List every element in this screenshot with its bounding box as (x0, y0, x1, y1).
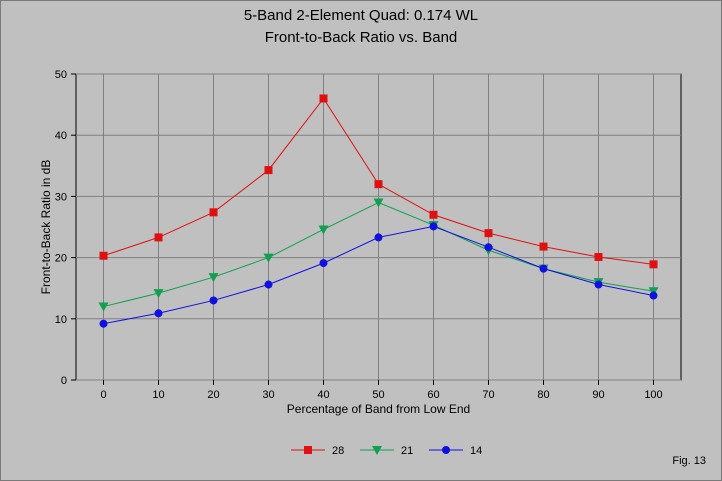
x-tick-label: 10 (152, 389, 164, 401)
x-tick-label: 50 (372, 389, 384, 401)
legend-label: 28 (332, 445, 344, 457)
data-point-28 (594, 252, 603, 261)
data-point-28 (429, 210, 438, 219)
data-point-21 (318, 225, 329, 235)
x-tick-label: 70 (482, 389, 494, 401)
y-tick-label: 30 (55, 191, 67, 203)
data-point-28 (209, 208, 218, 217)
data-point-14 (209, 296, 218, 305)
legend-marker-28 (304, 446, 312, 454)
data-point-28 (319, 94, 328, 103)
data-point-14 (429, 222, 438, 231)
x-tick-label: 90 (592, 389, 604, 401)
x-tick-label: 80 (537, 389, 549, 401)
x-axis-label: Percentage of Band from Low End (287, 402, 470, 416)
data-point-14 (264, 280, 273, 289)
legend-label: 14 (470, 445, 482, 457)
legend-label: 21 (401, 445, 413, 457)
data-point-14 (594, 280, 603, 289)
y-tick-label: 10 (55, 314, 67, 326)
data-point-14 (484, 243, 493, 252)
data-point-28 (264, 166, 273, 175)
data-point-14 (539, 264, 548, 273)
legend-marker-21 (372, 446, 382, 455)
data-point-21 (153, 289, 164, 299)
data-point-14 (154, 309, 163, 318)
data-point-21 (208, 273, 219, 283)
data-point-21 (373, 198, 384, 208)
y-axis-label: Front-to-Back Ratio in dB (39, 160, 53, 295)
figure-number: Fig. 13 (672, 455, 706, 467)
chart-title-line-1: 5-Band 2-Element Quad: 0.174 WL (244, 7, 478, 24)
series-layer (98, 94, 659, 328)
data-point-21 (98, 302, 109, 312)
x-tick-label: 40 (317, 389, 329, 401)
data-point-21 (263, 253, 274, 263)
data-point-14 (649, 291, 658, 300)
x-tick-label: 20 (207, 389, 219, 401)
y-tick-label: 20 (55, 253, 67, 265)
data-point-14 (374, 233, 383, 242)
axis-ticks: 0 10 20 30 40 50 60 70 80 90 100 0 10 20 30 40 50 (55, 69, 663, 401)
x-tick-label: 0 (100, 389, 106, 401)
x-tick-label: 60 (427, 389, 439, 401)
y-tick-label: 50 (55, 69, 67, 81)
legend: 28 21 14 (291, 445, 482, 457)
data-point-28 (484, 229, 493, 238)
chart-title-line-2: Front-to-Back Ratio vs. Band (265, 29, 458, 46)
data-point-14 (99, 319, 108, 328)
legend-marker-14 (442, 446, 450, 454)
y-tick-label: 0 (61, 375, 67, 387)
x-tick-label: 30 (262, 389, 274, 401)
data-point-28 (539, 242, 548, 251)
y-tick-label: 40 (55, 130, 67, 142)
data-point-28 (154, 233, 163, 242)
data-point-28 (374, 180, 383, 189)
x-tick-label: 100 (644, 389, 662, 401)
data-point-28 (649, 260, 658, 269)
data-point-28 (99, 251, 108, 260)
data-point-14 (319, 259, 328, 268)
